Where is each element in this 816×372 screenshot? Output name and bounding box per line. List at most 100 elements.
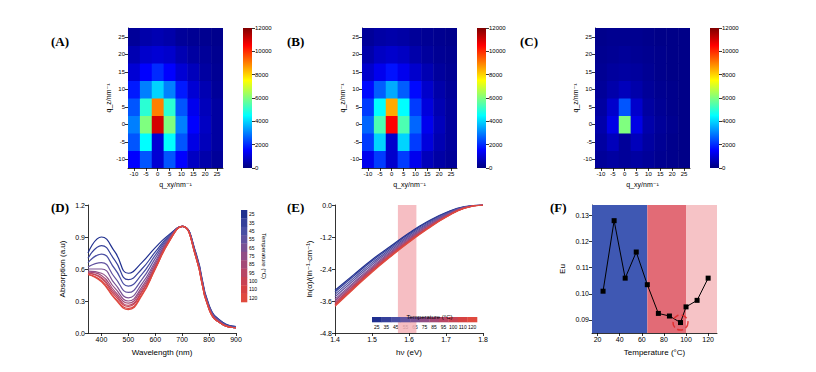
svg-text:Wavelength (nm): Wavelength (nm)	[132, 348, 193, 357]
svg-text:0.0: 0.0	[322, 202, 332, 209]
svg-text:400: 400	[96, 336, 108, 343]
svg-text:Temperature (°C): Temperature (°C)	[406, 314, 452, 320]
svg-text:20: 20	[352, 51, 359, 57]
svg-text:95: 95	[441, 324, 447, 330]
svg-text:10000: 10000	[489, 48, 506, 54]
svg-text:20: 20	[594, 336, 602, 343]
svg-text:20: 20	[436, 171, 443, 177]
svg-text:10: 10	[645, 171, 652, 177]
svg-text:0.10: 0.10	[575, 290, 589, 297]
svg-text:5: 5	[635, 171, 639, 177]
svg-text:(C): (C)	[520, 34, 538, 49]
svg-text:500: 500	[123, 336, 135, 343]
svg-text:Eu: Eu	[558, 264, 567, 274]
svg-text:0.3: 0.3	[75, 298, 85, 305]
svg-text:(F): (F)	[550, 200, 567, 215]
svg-text:75: 75	[422, 324, 428, 330]
svg-text:10: 10	[412, 171, 419, 177]
svg-text:10: 10	[178, 171, 185, 177]
svg-text:(E): (E)	[287, 200, 304, 215]
svg-text:0.6: 0.6	[75, 266, 85, 273]
svg-text:0.09: 0.09	[575, 316, 589, 323]
svg-text:12000: 12000	[722, 25, 739, 31]
svg-text:0: 0	[255, 165, 259, 171]
svg-text:5: 5	[168, 171, 172, 177]
svg-text:15: 15	[352, 69, 359, 75]
svg-text:q_xy/nm⁻¹: q_xy/nm⁻¹	[393, 181, 426, 189]
svg-text:800: 800	[203, 336, 215, 343]
svg-text:100: 100	[680, 336, 692, 343]
svg-text:0: 0	[623, 171, 627, 177]
svg-text:Temperature (°C): Temperature (°C)	[624, 348, 686, 357]
svg-text:-10: -10	[130, 171, 139, 177]
svg-text:Absorption (a.u): Absorption (a.u)	[58, 240, 67, 297]
svg-text:0.13: 0.13	[575, 212, 589, 219]
svg-text:2000: 2000	[255, 142, 269, 148]
svg-text:700: 700	[176, 336, 188, 343]
svg-text:5: 5	[122, 104, 126, 110]
svg-text:10: 10	[585, 86, 592, 92]
svg-text:-5: -5	[354, 139, 360, 145]
svg-text:-5: -5	[120, 139, 126, 145]
svg-text:4000: 4000	[722, 118, 736, 124]
svg-text:100: 100	[449, 324, 458, 330]
svg-text:-10: -10	[116, 156, 125, 162]
svg-text:55: 55	[249, 236, 255, 242]
svg-text:25: 25	[214, 171, 221, 177]
svg-text:25: 25	[448, 171, 455, 177]
svg-text:q_z/nm⁻¹: q_z/nm⁻¹	[339, 83, 347, 113]
svg-text:0: 0	[156, 171, 160, 177]
svg-text:1.7: 1.7	[441, 336, 451, 343]
svg-text:85: 85	[431, 324, 437, 330]
svg-text:0.12: 0.12	[575, 238, 589, 245]
svg-text:15: 15	[657, 171, 664, 177]
svg-text:12000: 12000	[255, 25, 272, 31]
svg-text:hν (eV): hν (eV)	[396, 348, 422, 357]
svg-text:95: 95	[249, 270, 255, 276]
svg-text:8000: 8000	[255, 72, 269, 78]
svg-text:110: 110	[459, 324, 467, 330]
svg-text:110: 110	[249, 286, 257, 292]
svg-text:q_xy/nm⁻¹: q_xy/nm⁻¹	[159, 181, 192, 189]
svg-text:-10: -10	[350, 156, 359, 162]
svg-text:1.5: 1.5	[367, 336, 377, 343]
svg-text:-5: -5	[143, 171, 149, 177]
svg-text:20: 20	[118, 51, 125, 57]
svg-text:-5: -5	[587, 139, 593, 145]
svg-text:-1.2: -1.2	[320, 234, 332, 241]
svg-text:10: 10	[118, 86, 125, 92]
svg-text:25: 25	[681, 171, 688, 177]
svg-text:0.9: 0.9	[75, 234, 85, 241]
svg-text:15: 15	[424, 171, 431, 177]
svg-text:1.6: 1.6	[404, 336, 414, 343]
svg-text:1.4: 1.4	[330, 336, 340, 343]
svg-text:120: 120	[468, 324, 477, 330]
svg-text:10000: 10000	[722, 48, 739, 54]
svg-text:20: 20	[585, 51, 592, 57]
svg-text:0: 0	[356, 121, 360, 127]
svg-text:25: 25	[118, 34, 125, 40]
svg-text:-10: -10	[583, 156, 592, 162]
svg-text:4000: 4000	[255, 118, 269, 124]
svg-text:12000: 12000	[489, 25, 506, 31]
svg-text:85: 85	[249, 261, 255, 267]
svg-text:(A): (A)	[51, 34, 69, 49]
svg-text:-10: -10	[597, 171, 606, 177]
svg-text:0: 0	[489, 165, 493, 171]
svg-text:0: 0	[722, 165, 726, 171]
svg-text:8000: 8000	[489, 72, 503, 78]
svg-text:1.2: 1.2	[75, 202, 85, 209]
svg-text:Temperature (°C): Temperature (°C)	[261, 233, 267, 279]
svg-text:4000: 4000	[489, 118, 503, 124]
svg-text:(D): (D)	[51, 200, 69, 215]
svg-text:-2.4: -2.4	[320, 266, 332, 273]
svg-text:0: 0	[589, 121, 593, 127]
svg-text:5: 5	[589, 104, 593, 110]
svg-text:35: 35	[249, 220, 255, 226]
svg-text:0.0: 0.0	[75, 330, 85, 337]
svg-text:20: 20	[202, 171, 209, 177]
svg-text:75: 75	[249, 253, 255, 259]
svg-text:2000: 2000	[722, 142, 736, 148]
svg-text:20: 20	[669, 171, 676, 177]
svg-text:45: 45	[249, 228, 255, 234]
